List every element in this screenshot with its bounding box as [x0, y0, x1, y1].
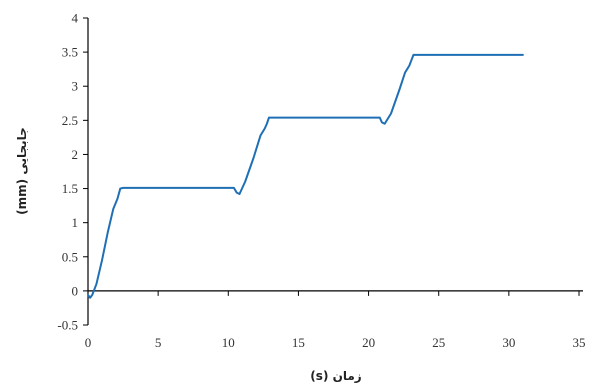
y-tick-label: 1	[72, 215, 79, 230]
x-tick-label: 5	[155, 335, 162, 350]
y-tick-label: 0.5	[62, 249, 78, 264]
series-line	[87, 53, 524, 299]
y-tick-label: 3.5	[62, 45, 78, 60]
y-tick-label: 0	[72, 283, 79, 298]
x-tick-label: 35	[573, 335, 586, 350]
y-axis: -0.5 0 0.5 1 1.5 2 2.5 3 3.5 4	[57, 11, 89, 333]
x-axis-title: زمان (s)	[310, 369, 361, 383]
series-group	[87, 53, 524, 299]
x-tick-label: 15	[292, 335, 305, 350]
x-tick-label: 0	[85, 335, 92, 350]
y-tick-label: 3	[72, 79, 79, 94]
y-tick-label: 2	[72, 147, 79, 162]
y-tick-label: -0.5	[57, 318, 78, 333]
y-tick-label: 1.5	[62, 181, 78, 196]
x-tick-label: 10	[222, 335, 235, 350]
x-tick-label: 30	[502, 335, 515, 350]
x-tick-label: 20	[362, 335, 375, 350]
y-tick-label: 2.5	[62, 113, 78, 128]
y-tick-label: 4	[72, 11, 79, 26]
x-tick-label: 25	[432, 335, 445, 350]
y-axis-title: جابجایی (mm)	[15, 127, 29, 215]
